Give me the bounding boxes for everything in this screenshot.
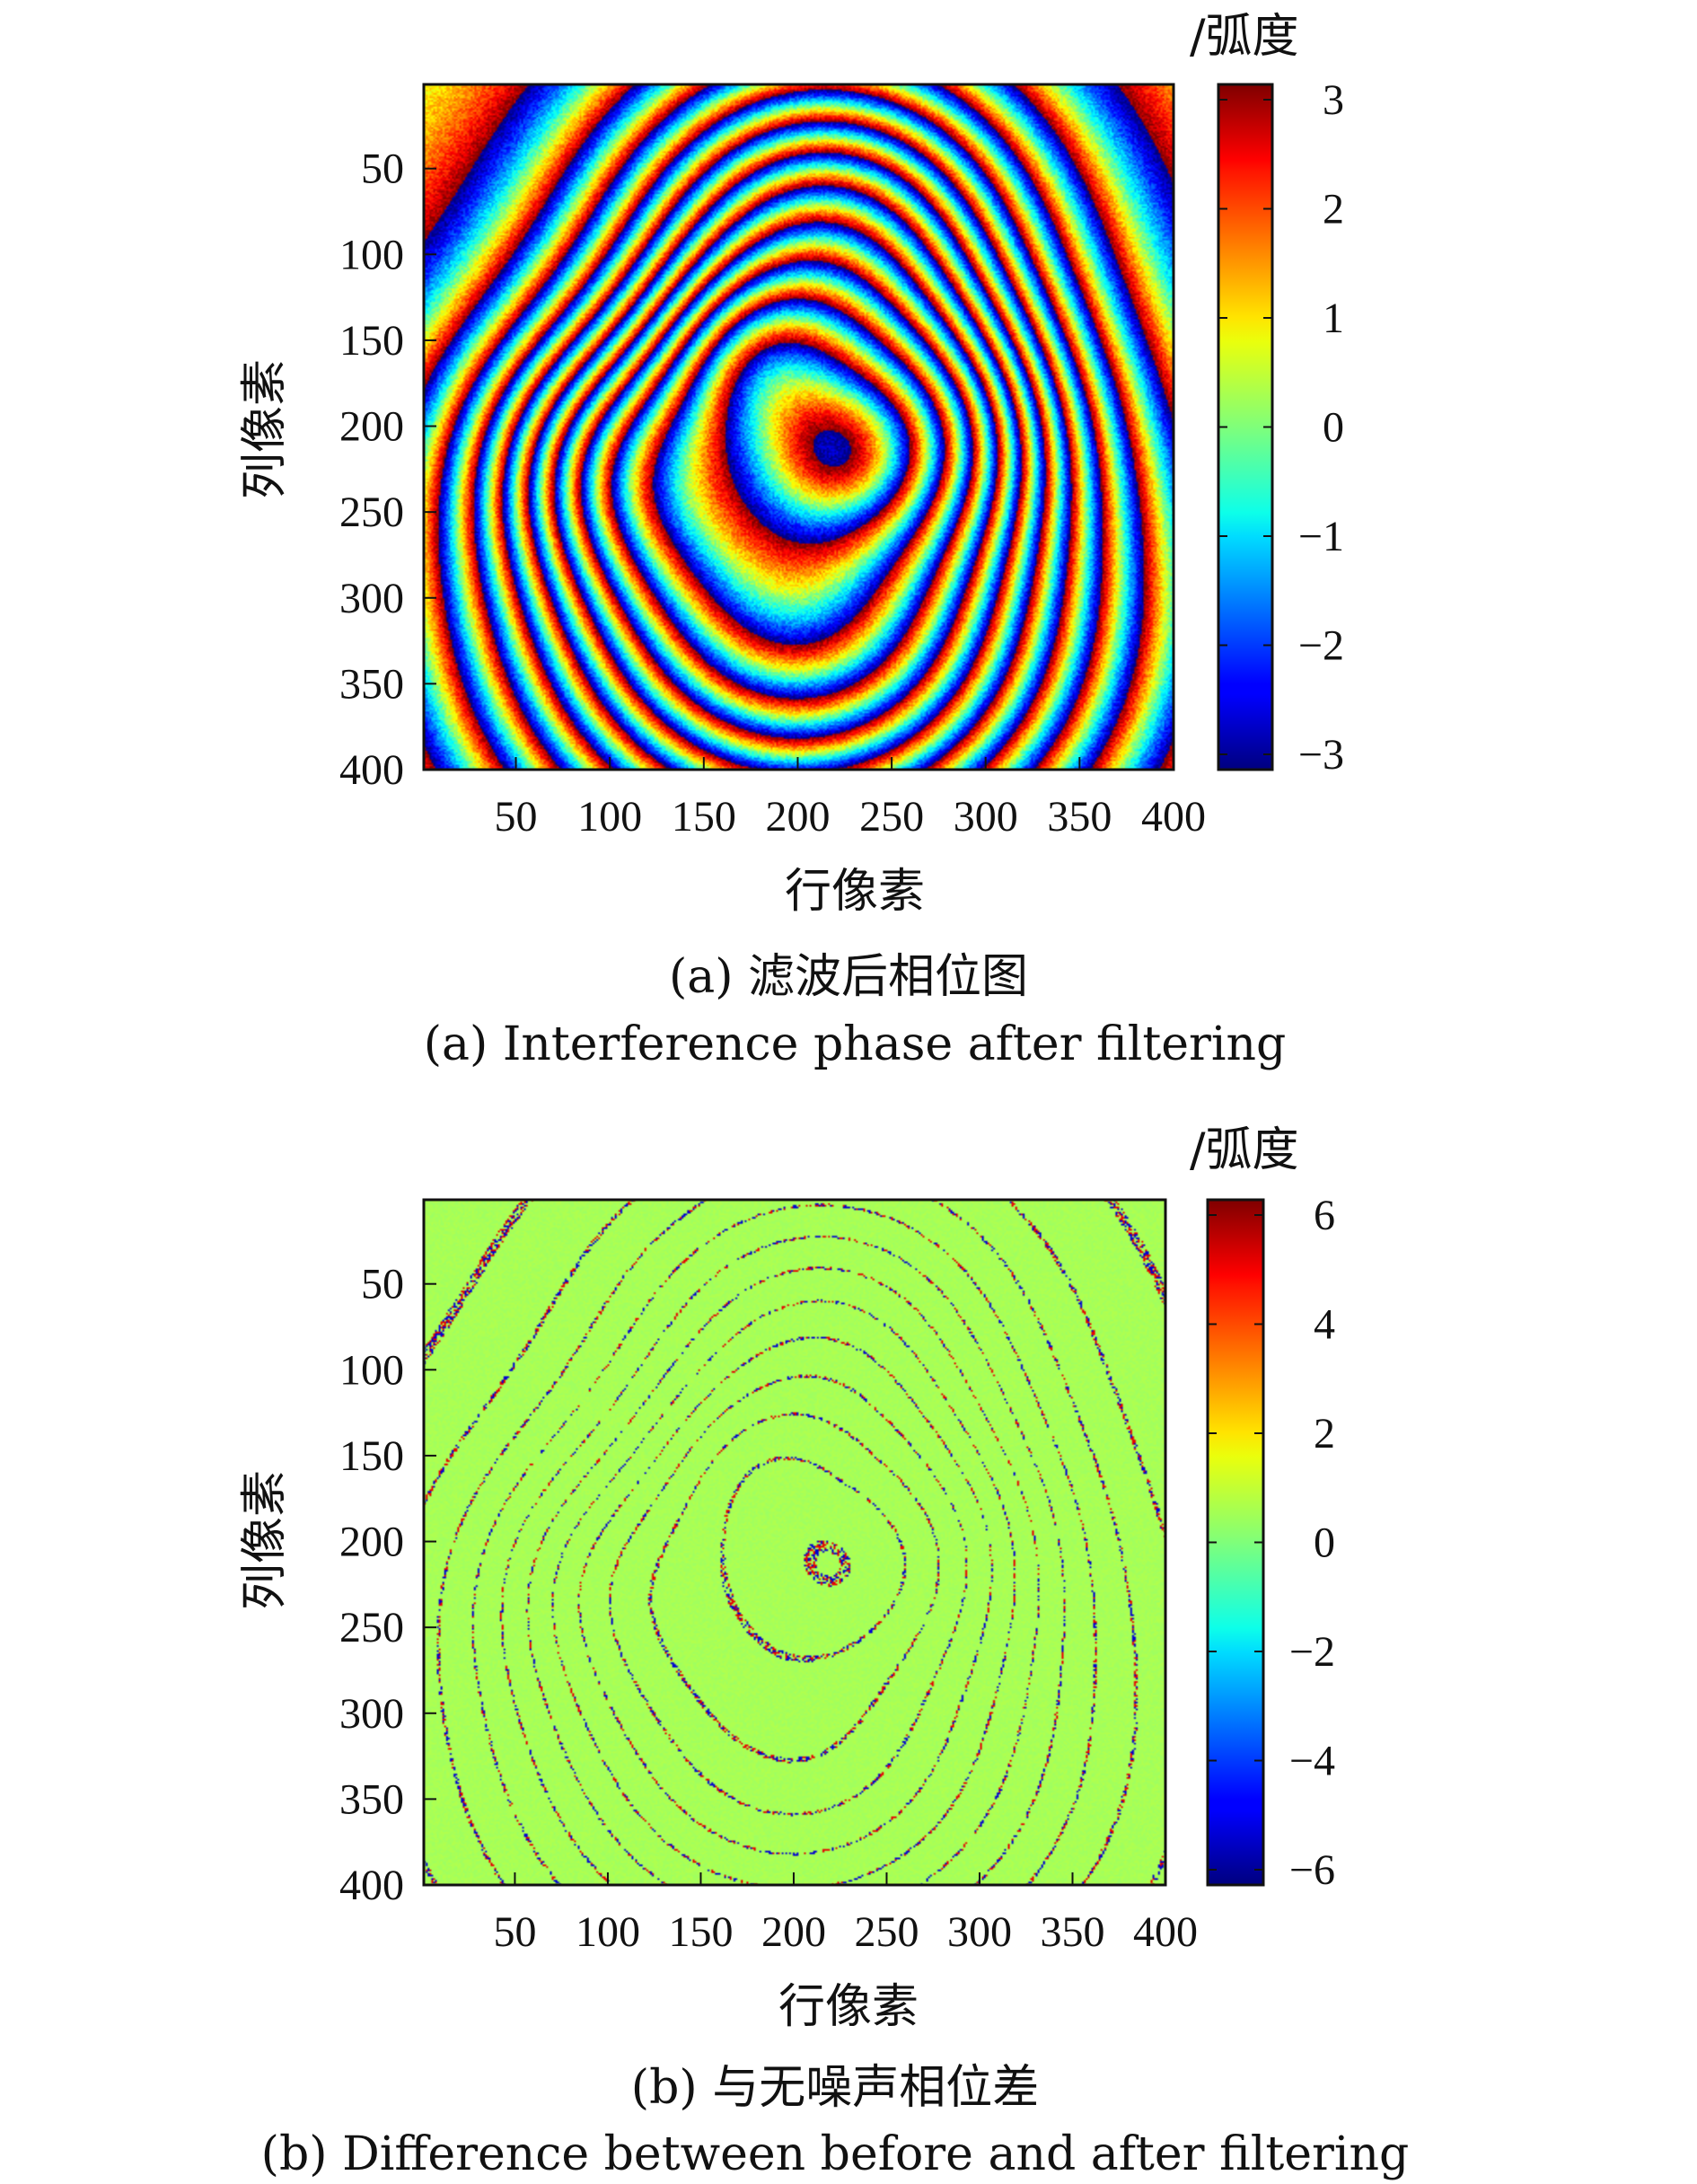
y-axis-label-b: 列像素 [238, 1470, 292, 1610]
colorbar-tick-label-b: −2 [1289, 1628, 1335, 1676]
colorbar-tick-label-a: 0 [1323, 404, 1344, 452]
x-tick-label-b: 200 [761, 1908, 826, 1956]
x-axis-label-a: 行像素 [785, 865, 925, 919]
caption-en-a: (a) Interference phase after filtering [424, 1017, 1287, 1071]
colorbar-unit-a: /弧度 [1190, 10, 1299, 64]
x-tick-label-b: 150 [668, 1908, 733, 1956]
colorbar-tick-label-a: −3 [1298, 731, 1344, 779]
y-axis-label-a: 列像素 [238, 359, 292, 499]
colorbar-unit-b: /弧度 [1190, 1123, 1299, 1177]
x-tick-label-a: 250 [859, 793, 924, 841]
y-tick-label-a: 400 [339, 746, 404, 794]
y-tick-label-b: 200 [339, 1519, 404, 1566]
y-tick-label-a: 300 [339, 575, 404, 622]
colorbar-tick-label-b: 0 [1314, 1519, 1335, 1567]
x-tick-label-a: 400 [1141, 793, 1206, 841]
x-axis-label-b: 行像素 [778, 1980, 919, 2034]
y-tick-label-a: 200 [339, 403, 404, 451]
colorbar-tick-label-a: 1 [1323, 295, 1344, 342]
y-tick-label-b: 250 [339, 1604, 404, 1651]
y-tick-label-b: 300 [339, 1690, 404, 1738]
phase-difference-map-b [424, 1200, 1165, 1885]
x-tick-label-a: 100 [577, 793, 642, 841]
panel-a: 50 100 150 200 250 300 350 400 50 100 150 200 250 300… [238, 10, 1344, 1071]
colorbar-tick-label-b: −6 [1289, 1846, 1335, 1894]
colorbar-tick-label-b: 2 [1314, 1410, 1335, 1457]
caption-cn-a: (a) 滤波后相位图 [669, 950, 1028, 1004]
y-tick-label-a: 50 [361, 145, 404, 193]
colorbar-tick-label-b: −4 [1289, 1737, 1335, 1784]
phase-map-a [424, 84, 1174, 770]
x-tick-label-b: 350 [1040, 1908, 1104, 1956]
colorbar-tick-label-a: −2 [1298, 621, 1344, 669]
y-tick-label-b: 400 [339, 1862, 404, 1909]
y-tick-label-b: 50 [361, 1261, 404, 1308]
x-tick-label-a: 50 [495, 793, 538, 841]
x-tick-label-a: 300 [954, 793, 1018, 841]
colorbar-tick-label-b: 6 [1314, 1192, 1335, 1239]
x-tick-label-b: 300 [947, 1908, 1012, 1956]
x-tick-label-b: 100 [576, 1908, 640, 1956]
x-tick-label-b: 250 [854, 1908, 919, 1956]
y-tick-label-a: 150 [339, 317, 404, 365]
y-tick-label-b: 100 [339, 1346, 404, 1394]
colorbar-tick-label-a: −1 [1298, 513, 1344, 560]
colorbar-tick-label-a: 3 [1323, 76, 1344, 124]
y-tick-label-a: 250 [339, 489, 404, 536]
colorbar-tick-label-b: 4 [1314, 1301, 1335, 1349]
x-tick-label-a: 200 [765, 793, 830, 841]
caption-cn-b: (b) 与无噪声相位差 [631, 2061, 1039, 2115]
x-tick-label-a: 150 [672, 793, 736, 841]
y-tick-label-a: 350 [339, 660, 404, 708]
x-tick-label-b: 400 [1133, 1908, 1198, 1956]
caption-en-b: (b) Difference between before and after … [261, 2127, 1410, 2181]
x-tick-label-b: 50 [493, 1908, 536, 1956]
panel-b: 50 100 150 200 250 300 350 400 50 100 150 200 250 300… [238, 1123, 1409, 2181]
y-tick-label-a: 100 [339, 231, 404, 278]
y-tick-label-b: 350 [339, 1775, 404, 1823]
x-tick-label-a: 350 [1047, 793, 1112, 841]
y-tick-label-b: 150 [339, 1432, 404, 1480]
colorbar-tick-label-a: 2 [1323, 186, 1344, 233]
